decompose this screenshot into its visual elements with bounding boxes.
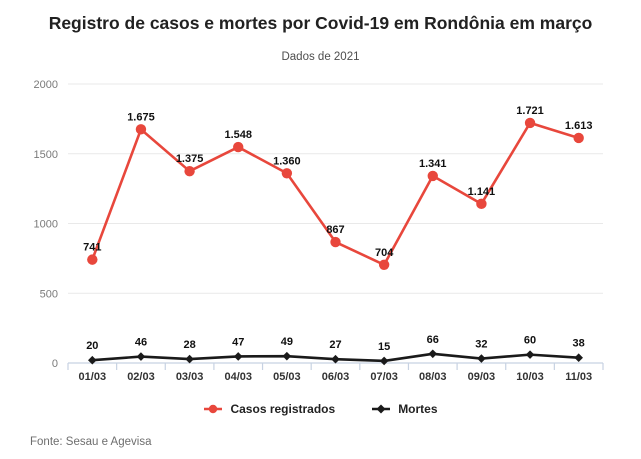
deaths-data-label: 49 xyxy=(281,336,293,348)
cases-data-label: 1.141 xyxy=(468,186,496,198)
deaths-legend-marker-icon xyxy=(372,404,391,414)
x-axis-tick-label: 10/03 xyxy=(516,371,544,383)
deaths-point[interactable] xyxy=(136,352,146,361)
deaths-data-label: 20 xyxy=(86,340,98,352)
source-note: Fonte: Sesau e Agevisa xyxy=(30,436,152,448)
x-axis-tick-label: 06/03 xyxy=(322,371,350,383)
cases-data-label: 1.675 xyxy=(127,111,155,123)
deaths-point[interactable] xyxy=(282,351,292,361)
y-axis-tick-label: 500 xyxy=(40,288,58,300)
cases-data-label: 1.613 xyxy=(565,120,593,132)
legend-label-cases: Casos registrados xyxy=(230,402,336,416)
cases-data-label: 741 xyxy=(83,242,101,254)
cases-data-label: 1.375 xyxy=(176,153,204,165)
cases-data-label: 1.721 xyxy=(516,105,544,117)
y-axis-tick-label: 1500 xyxy=(34,149,58,161)
y-axis-tick-label: 2000 xyxy=(34,79,58,91)
x-axis-tick-label: 02/03 xyxy=(127,371,155,383)
deaths-point[interactable] xyxy=(428,349,438,359)
cases-point[interactable] xyxy=(233,141,244,153)
cases-point[interactable] xyxy=(476,198,487,210)
deaths-data-label: 47 xyxy=(232,336,244,348)
cases-data-label: 704 xyxy=(375,247,394,259)
x-axis-tick-label: 09/03 xyxy=(468,371,496,383)
legend-item-deaths[interactable]: Mortes xyxy=(371,402,438,416)
cases-point[interactable] xyxy=(330,236,341,248)
x-axis-tick-label: 01/03 xyxy=(79,371,107,383)
covid-line-chart: 0 500 1000 1500 2000 01/03 02/03 03/03 04/03 05/0… xyxy=(34,79,604,383)
y-axis-tick-label: 0 xyxy=(52,358,58,370)
cases-data-label: 867 xyxy=(326,224,344,236)
x-axis-tick-label: 03/03 xyxy=(176,371,204,383)
cases-data-label: 1.360 xyxy=(273,155,301,167)
deaths-data-label: 66 xyxy=(427,334,439,346)
deaths-point[interactable] xyxy=(379,356,389,366)
cases-data-label: 1.548 xyxy=(224,129,252,141)
deaths-point[interactable] xyxy=(574,353,583,362)
deaths-data-label: 32 xyxy=(475,339,487,351)
cases-point[interactable] xyxy=(87,254,98,265)
deaths-point[interactable] xyxy=(477,354,486,363)
deaths-point[interactable] xyxy=(88,355,97,365)
cases-point[interactable] xyxy=(427,170,438,182)
deaths-data-label: 46 xyxy=(135,337,147,349)
page-title: Registro de casos e mortes por Covid-19 … xyxy=(48,13,593,33)
deaths-point[interactable] xyxy=(185,354,194,364)
x-axis-tick-label: 07/03 xyxy=(370,371,398,383)
cases-point[interactable] xyxy=(184,165,195,177)
deaths-data-label: 28 xyxy=(183,339,195,351)
legend-label-deaths: Mortes xyxy=(398,402,438,416)
deaths-point[interactable] xyxy=(525,350,535,359)
deaths-point[interactable] xyxy=(331,354,340,364)
deaths-data-label: 15 xyxy=(378,341,390,353)
cases-point[interactable] xyxy=(281,168,293,179)
chart-legend: Casos registrados Mortes xyxy=(0,402,641,416)
deaths-data-label: 38 xyxy=(573,338,585,350)
legend-item-cases[interactable]: Casos registrados xyxy=(203,402,335,416)
deaths-data-label: 27 xyxy=(329,339,341,351)
x-axis-tick-label: 11/03 xyxy=(565,371,592,383)
y-axis-tick-label: 1000 xyxy=(34,219,58,231)
cases-point[interactable] xyxy=(135,124,147,135)
deaths-data-label: 60 xyxy=(524,335,536,347)
x-axis-tick-label: 05/03 xyxy=(273,371,301,383)
x-axis-tick-label: 04/03 xyxy=(224,371,252,383)
cases-point[interactable] xyxy=(573,132,584,144)
page-subtitle: Dados de 2021 xyxy=(281,51,360,63)
cases-point[interactable] xyxy=(378,259,390,270)
cases-point[interactable] xyxy=(524,117,536,129)
deaths-point[interactable] xyxy=(233,352,243,361)
x-axis-tick-label: 08/03 xyxy=(419,371,447,383)
cases-data-label: 1.341 xyxy=(419,158,447,170)
cases-legend-marker-icon xyxy=(204,404,223,414)
